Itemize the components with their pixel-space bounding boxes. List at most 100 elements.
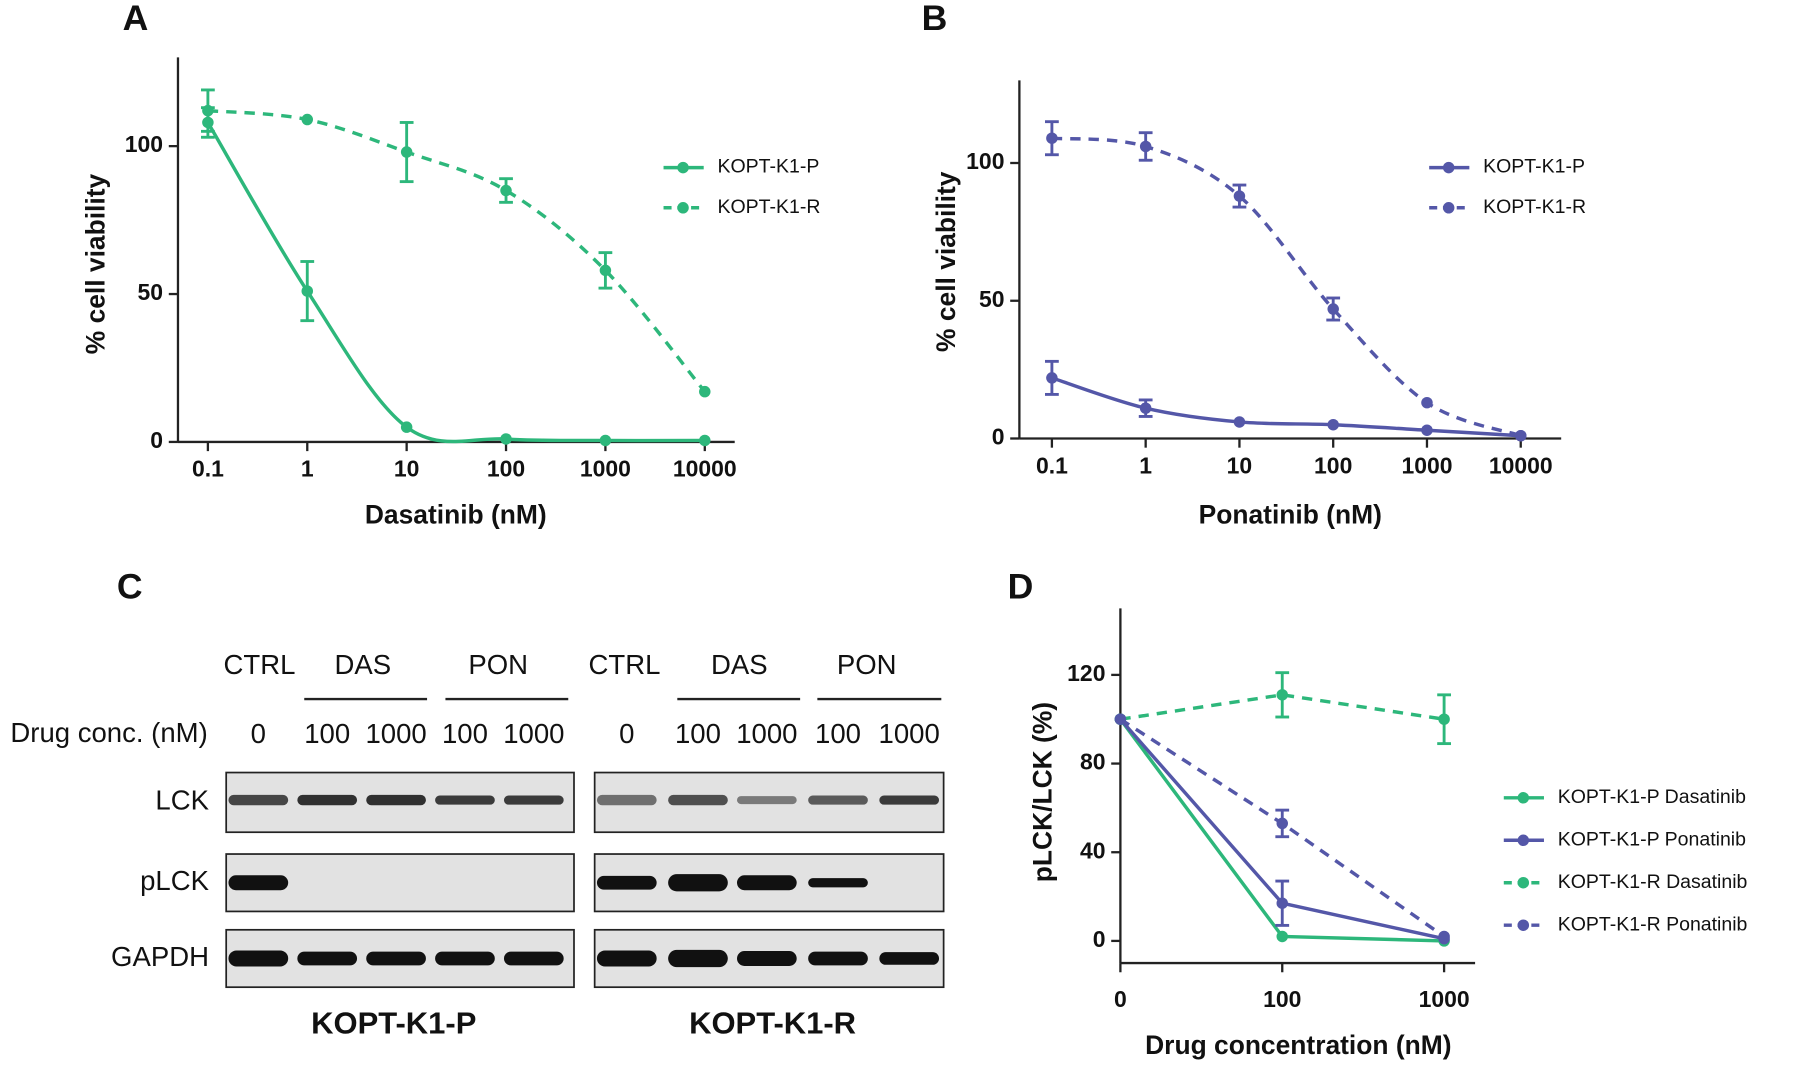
x-axis-label: Ponatinib (nM) [1199,500,1382,530]
band [228,950,289,967]
band [736,951,797,966]
legend-label: KOPT-K1-R Ponatinib [1558,913,1748,935]
point [400,146,413,158]
y-tick-label: 100 [125,131,163,157]
band [435,951,495,966]
band [879,952,940,965]
x-tick-label: 0.1 [1036,452,1068,478]
point [1327,418,1339,431]
lane-header: DAS [334,649,391,680]
y-tick-label: 100 [966,148,1004,174]
point [301,285,314,297]
legend-label: KOPT-K1-P [1483,156,1585,178]
panel-label: D [1008,566,1034,606]
point [1139,140,1152,153]
y-tick-label: 50 [138,279,164,305]
point [202,104,214,117]
legend-label: KOPT-K1-R [717,196,820,218]
group-label: KOPT-K1-R [689,1005,856,1040]
band [596,950,657,967]
panel-label: C [117,566,143,606]
conc-label: Drug conc. (nM) [10,717,207,748]
panel-label: A [123,0,149,38]
conc-value: 1000 [503,718,564,749]
point [400,421,413,433]
lane-header: PON [468,649,528,680]
x-tick-label: 100 [1314,452,1352,478]
conc-value: 100 [442,718,488,749]
y-tick-label: 50 [979,286,1005,312]
legend-label: KOPT-K1-P [717,156,819,178]
legend-marker [677,202,689,214]
band [596,875,657,890]
band [808,795,868,805]
x-tick-label: 1 [301,456,314,482]
conc-value: 100 [815,718,861,749]
band [736,875,797,891]
band [503,795,564,805]
legend-marker [677,161,689,174]
point [500,433,512,445]
y-axis-label: % cell viability [931,171,961,352]
series-line [206,121,705,444]
conc-value: 0 [251,718,266,749]
point [599,434,612,447]
point [301,113,314,126]
band [808,951,868,966]
y-tick-label: 0 [150,427,163,453]
point [1046,132,1058,144]
legend-label: KOPT-K1-R [1483,196,1586,218]
group-label: KOPT-K1-P [311,1005,476,1040]
x-tick-label: 100 [1263,986,1301,1012]
point [1276,689,1288,701]
x-tick-label: 10 [394,456,420,482]
band [366,951,426,966]
legend-marker [1442,161,1455,174]
point [1421,424,1433,436]
conc-value: 100 [304,718,350,749]
band [736,796,797,805]
row-label: pLCK [140,865,210,896]
point [1276,817,1288,830]
y-axis-label: pLCK/LCK (%) [1028,702,1058,882]
row-label: GAPDH [111,941,209,972]
y-tick-label: 80 [1080,749,1106,775]
legend-marker [1517,792,1530,804]
band [297,951,358,966]
y-tick-label: 0 [992,424,1005,450]
point [699,434,711,447]
point [500,184,512,197]
point [1276,930,1288,943]
y-tick-label: 0 [1093,926,1106,952]
band [228,794,289,806]
x-tick-label: 1000 [1419,986,1470,1012]
point [599,264,612,277]
band [879,795,940,805]
legend-label: KOPT-K1-P Ponatinib [1558,828,1746,850]
row-label: LCK [155,785,209,816]
band [503,951,564,966]
point [1327,303,1339,315]
y-tick-label: 120 [1067,660,1105,686]
band [435,795,495,805]
conc-value: 1000 [365,718,426,749]
point [1438,930,1450,943]
conc-value: 100 [675,718,721,749]
lane-header: CTRL [224,649,296,680]
legend-marker [1517,876,1530,889]
legend-marker [1442,202,1455,214]
conc-value: 1000 [736,718,797,749]
x-axis-label: Drug concentration (nM) [1145,1030,1451,1060]
legend-label: KOPT-K1-P Dasatinib [1558,786,1746,808]
legend-label: KOPT-K1-R Dasatinib [1558,871,1748,893]
x-tick-label: 0.1 [192,456,224,482]
point [699,385,711,398]
conc-value: 1000 [879,718,940,749]
series-line [1051,376,1521,438]
point [1046,372,1058,384]
band [297,794,358,806]
point [1276,897,1288,909]
lane-header: DAS [711,649,768,680]
